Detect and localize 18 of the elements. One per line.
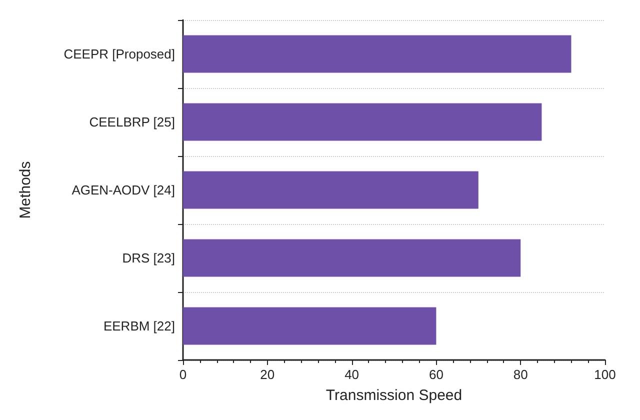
y-tick-label: EERBM [22]: [103, 318, 175, 334]
bar: [183, 307, 436, 345]
y-tick-label: CEEPR [Proposed]: [64, 46, 175, 62]
x-tick-label: 0: [179, 367, 187, 382]
x-tick-label: 20: [260, 367, 275, 382]
x-tick-label: 60: [428, 367, 444, 382]
bar: [183, 171, 478, 209]
y-tick-label: DRS [23]: [122, 250, 175, 266]
x-tick-label: 40: [344, 367, 360, 382]
bar: [183, 35, 572, 73]
bar: [183, 239, 521, 277]
y-axis-title: Methods: [17, 161, 34, 219]
x-tick-label: 80: [513, 367, 528, 382]
y-tick-label: CEELBRP [25]: [89, 114, 175, 130]
bar: [183, 103, 542, 141]
y-tick-label: AGEN-AODV [24]: [72, 182, 175, 198]
x-tick-label: 100: [594, 367, 616, 382]
x-axis-title: Transmission Speed: [326, 387, 462, 404]
